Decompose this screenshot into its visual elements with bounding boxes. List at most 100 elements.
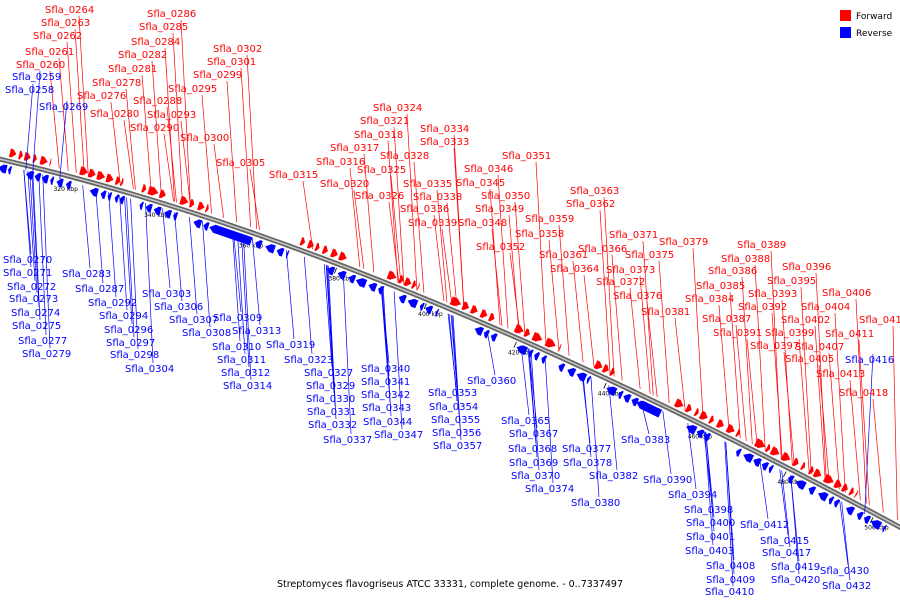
gene-label: Sfla_0387 [702, 314, 751, 325]
reverse-gene-arrow [863, 515, 872, 525]
gene-label: Sfla_0261 [25, 47, 74, 58]
gene-label: Sfla_0413 [816, 369, 865, 380]
forward-gene-arrow [158, 189, 166, 199]
reverse-gene-arrow [743, 453, 755, 464]
gene-label: Sfla_0372 [596, 277, 645, 288]
leader-line [872, 398, 884, 513]
gene-label: Sfla_0357 [433, 441, 482, 452]
reverse-gene-arrow [407, 298, 419, 309]
gene-label: Sfla_0382 [589, 471, 638, 482]
leader-line [353, 189, 365, 269]
forward-gene-arrow [39, 156, 48, 165]
gene-label: Sfla_0303 [142, 289, 191, 300]
gene-label: Sfla_0420 [771, 575, 820, 586]
reverse-gene-arrow [795, 480, 807, 491]
leader-line [163, 133, 174, 202]
forward-gene-arrow [32, 154, 37, 163]
leader-line [640, 400, 650, 435]
gene-label: Sfla_0273 [9, 294, 58, 305]
gene-label: Sfla_0295 [168, 84, 217, 95]
gene-label: Sfla_0281 [108, 64, 157, 75]
legend: Forward Reverse [840, 10, 893, 39]
leader-line [839, 500, 849, 566]
leader-line [388, 201, 400, 283]
leader-line [189, 216, 198, 315]
scale-tick-mark [869, 517, 874, 523]
gene-label: Sfla_0297 [106, 338, 155, 349]
gene-label: Sfla_0294 [99, 311, 148, 322]
gene-label: Sfla_0362 [566, 199, 615, 210]
gene-label: Sfla_0269 [39, 102, 88, 113]
scale-tick-mark [603, 382, 607, 389]
leader-line [446, 202, 458, 307]
gene-label: Sfla_0327 [304, 368, 353, 379]
gene-label: Sfla_0288 [133, 96, 182, 107]
gene-label: Sfla_0283 [62, 269, 111, 280]
leader-line [729, 291, 741, 439]
reverse-swatch [840, 27, 851, 38]
leader-line [572, 260, 584, 363]
forward-gene-arrow [114, 176, 121, 185]
reverse-gene-arrow [576, 372, 588, 383]
gene-label: Sfla_0286 [147, 9, 196, 20]
leader-line [326, 265, 336, 407]
leader-line [705, 432, 715, 532]
gene-label: Sfla_0358 [515, 229, 564, 240]
gene-label: Sfla_0379 [659, 237, 708, 248]
leader-line [243, 234, 252, 381]
reverse-gene-arrow [636, 400, 663, 418]
gene-label: Sfla_0304 [125, 364, 174, 375]
leader-line [32, 70, 41, 173]
forward-gene-arrow [765, 443, 771, 453]
gene-label: Sfla_0293 [147, 110, 196, 121]
gene-label: Sfla_0367 [509, 429, 558, 440]
reverse-gene-arrow [586, 375, 592, 384]
leader-line [390, 175, 402, 284]
reverse-gene-arrow [34, 172, 42, 182]
forward-gene-arrow [531, 331, 543, 342]
leader-line [436, 189, 448, 303]
leader-line [718, 304, 730, 433]
forward-gene-arrow [715, 419, 724, 428]
gene-label: Sfla_0312 [221, 368, 270, 379]
gene-label: Sfla_0418 [839, 388, 888, 399]
reverse-gene-arrow [870, 520, 883, 530]
gene-label: Sfla_0342 [361, 390, 410, 401]
gene-label: Sfla_0370 [511, 471, 560, 482]
leader-line [130, 198, 139, 350]
forward-gene-arrow [593, 360, 603, 370]
reverse-gene-arrow [567, 368, 577, 377]
reverse-gene-arrow [164, 209, 173, 219]
leader-line [285, 250, 295, 340]
gene-label: Sfla_0326 [355, 191, 404, 202]
leader-line [582, 373, 592, 458]
leader-line [535, 161, 547, 346]
reverse-gene-arrow [834, 499, 841, 508]
leader-line [548, 239, 560, 352]
leader-line [78, 15, 89, 177]
gene-label: Sfla_0375 [625, 250, 674, 261]
forward-gene-arrow [147, 185, 159, 196]
gene-label: Sfla_0278 [92, 78, 141, 89]
gene-label: Sfla_0331 [307, 407, 356, 418]
gene-label: Sfla_0305 [216, 158, 265, 169]
reverse-gene-arrow [483, 329, 490, 339]
leader-line [327, 265, 337, 420]
leader-line [646, 301, 658, 398]
leader-line [583, 274, 595, 368]
reverse-gene-arrow [355, 278, 368, 288]
leader-line [834, 312, 846, 493]
forward-gene-arrow [840, 483, 848, 492]
gene-label: Sfla_0335 [403, 179, 452, 190]
gene-label: Sfla_0363 [570, 186, 619, 197]
gene-label: Sfla_0333 [420, 137, 469, 148]
reverse-gene-arrow [153, 206, 162, 216]
reverse-gene-arrow [193, 219, 203, 229]
scale-tick-mark [783, 471, 787, 478]
forward-gene-arrow [87, 168, 96, 178]
gene-label: Sfla_0277 [18, 336, 67, 347]
leader-line [180, 19, 191, 207]
forward-gene-arrow [18, 150, 23, 160]
forward-gene-arrow [557, 343, 562, 352]
leader-line [241, 234, 250, 368]
